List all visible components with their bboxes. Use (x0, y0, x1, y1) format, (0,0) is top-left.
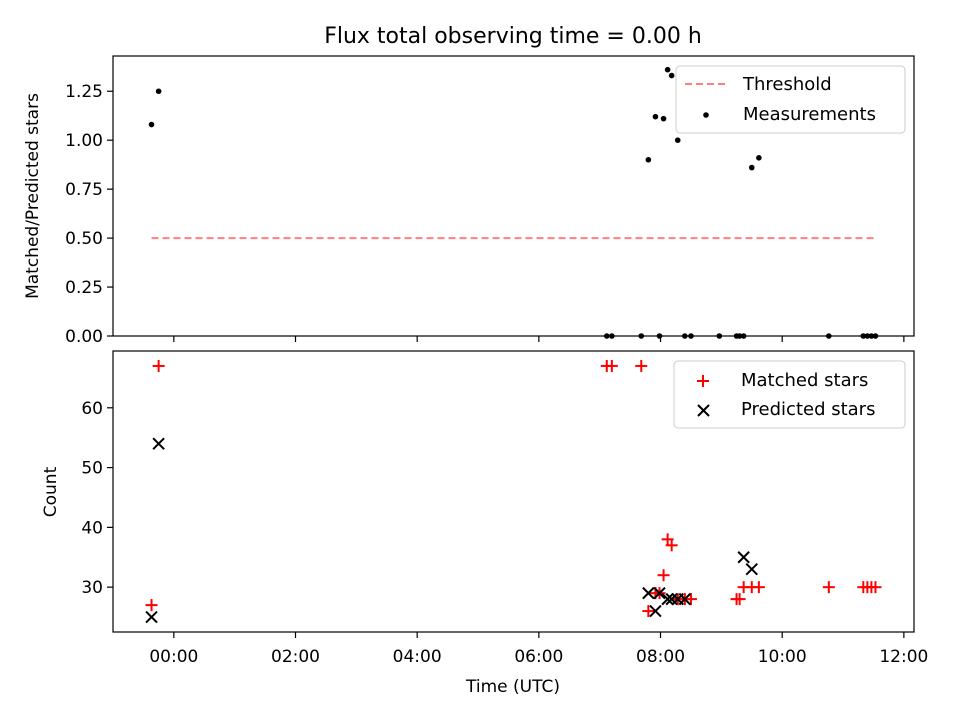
matched-star-marker (657, 569, 670, 582)
ratio-x-ticks (173, 336, 905, 342)
x-axis-label: Time (UTC) (465, 677, 560, 697)
ratio-legend-frame (675, 65, 906, 134)
measurement-point (674, 137, 681, 143)
measurements-legend-swatch (703, 112, 709, 118)
x-tick-label: 00:00 (149, 647, 198, 667)
matched-star-marker (605, 359, 618, 372)
threshold-legend-label: Threshold (742, 74, 832, 95)
measurement-point (668, 72, 675, 79)
measurement-point (645, 156, 652, 163)
measurement-point (155, 88, 162, 95)
ratio-panel: 0.00 0.25 0.50 0.75 1.00 1.25 Matched/Predict… (23, 55, 915, 347)
predicted-star-marker (152, 437, 165, 450)
count-legend: Matched stars Predicted stars (673, 360, 906, 429)
count-panel: 30 40 50 60 00:00 02:00 04:00 06:00 08:00 10:00 1… (41, 350, 928, 697)
matched-star-marker (822, 581, 835, 594)
predicted-star-marker (642, 586, 655, 600)
ratio-y-tick-label: 1.00 (65, 131, 103, 151)
count-y-axis-label: Count (41, 466, 61, 517)
x-tick-label: 10:00 (758, 647, 807, 667)
predicted-star-marker (653, 586, 666, 600)
x-tick-label: 06:00 (514, 647, 563, 667)
ratio-y-tick-label: 0.75 (65, 180, 103, 200)
predicted-star-marker (649, 604, 662, 618)
measurement-point (660, 115, 667, 122)
ratio-y-tick-label: 0.00 (65, 327, 103, 347)
measurements-legend-label: Measurements (743, 104, 876, 125)
count-axes-frame (112, 350, 915, 633)
ratio-y-tick-label: 1.25 (65, 82, 103, 102)
count-y-axis: 30 40 50 60 (81, 399, 113, 598)
measurement-point (148, 121, 155, 128)
predicted-legend-swatch (697, 404, 710, 417)
matched-star-marker (152, 359, 165, 372)
matched-star-marker (145, 599, 158, 612)
measurement-point (756, 155, 762, 161)
predicted-star-marker (145, 610, 158, 624)
ratio-y-tick-label: 0.50 (65, 229, 103, 249)
ratio-y-tick-label: 0.25 (65, 278, 103, 298)
ratio-y-axis-label: Matched/Predicted stars (23, 93, 43, 299)
count-y-tick-label: 30 (81, 578, 103, 598)
count-x-axis: 00:00 02:00 04:00 06:00 08:00 10:00 12:00 (149, 632, 928, 667)
x-tick-label: 12:00 (879, 647, 928, 667)
matched-star-marker (684, 593, 697, 606)
matched-star-marker (665, 539, 678, 552)
matched-star-marker (642, 605, 655, 618)
chart-title: Flux total observing time = 0.00 h (324, 24, 702, 49)
matched-legend-swatch (697, 375, 709, 387)
predicted-star-marker (678, 592, 692, 606)
ratio-legend: Threshold Measurements (675, 65, 906, 134)
matched-star-marker (869, 581, 882, 594)
x-tick-label: 04:00 (393, 647, 442, 667)
matched-legend-label: Matched stars (741, 370, 868, 391)
measurement-point (748, 164, 755, 171)
count-plot-area (145, 359, 882, 624)
predicted-legend-label: Predicted stars (741, 399, 875, 420)
measurement-point (664, 66, 671, 73)
ratio-y-axis: 0.00 0.25 0.50 0.75 1.00 1.25 (65, 82, 113, 347)
count-legend-frame (673, 360, 906, 429)
matched-star-marker (635, 359, 648, 372)
ratio-axes-frame (112, 55, 915, 337)
x-tick-label: 08:00 (636, 647, 685, 667)
predicted-star-marker (737, 551, 750, 564)
x-tick-label: 02:00 (271, 647, 320, 667)
measurement-point (652, 113, 659, 120)
matched-star-marker (733, 593, 746, 606)
count-y-tick-label: 40 (81, 518, 103, 538)
count-y-tick-label: 50 (81, 459, 103, 479)
predicted-star-marker (661, 592, 674, 606)
count-y-tick-label: 60 (81, 399, 103, 419)
matched-star-marker (752, 581, 765, 594)
predicted-star-marker (745, 563, 758, 576)
